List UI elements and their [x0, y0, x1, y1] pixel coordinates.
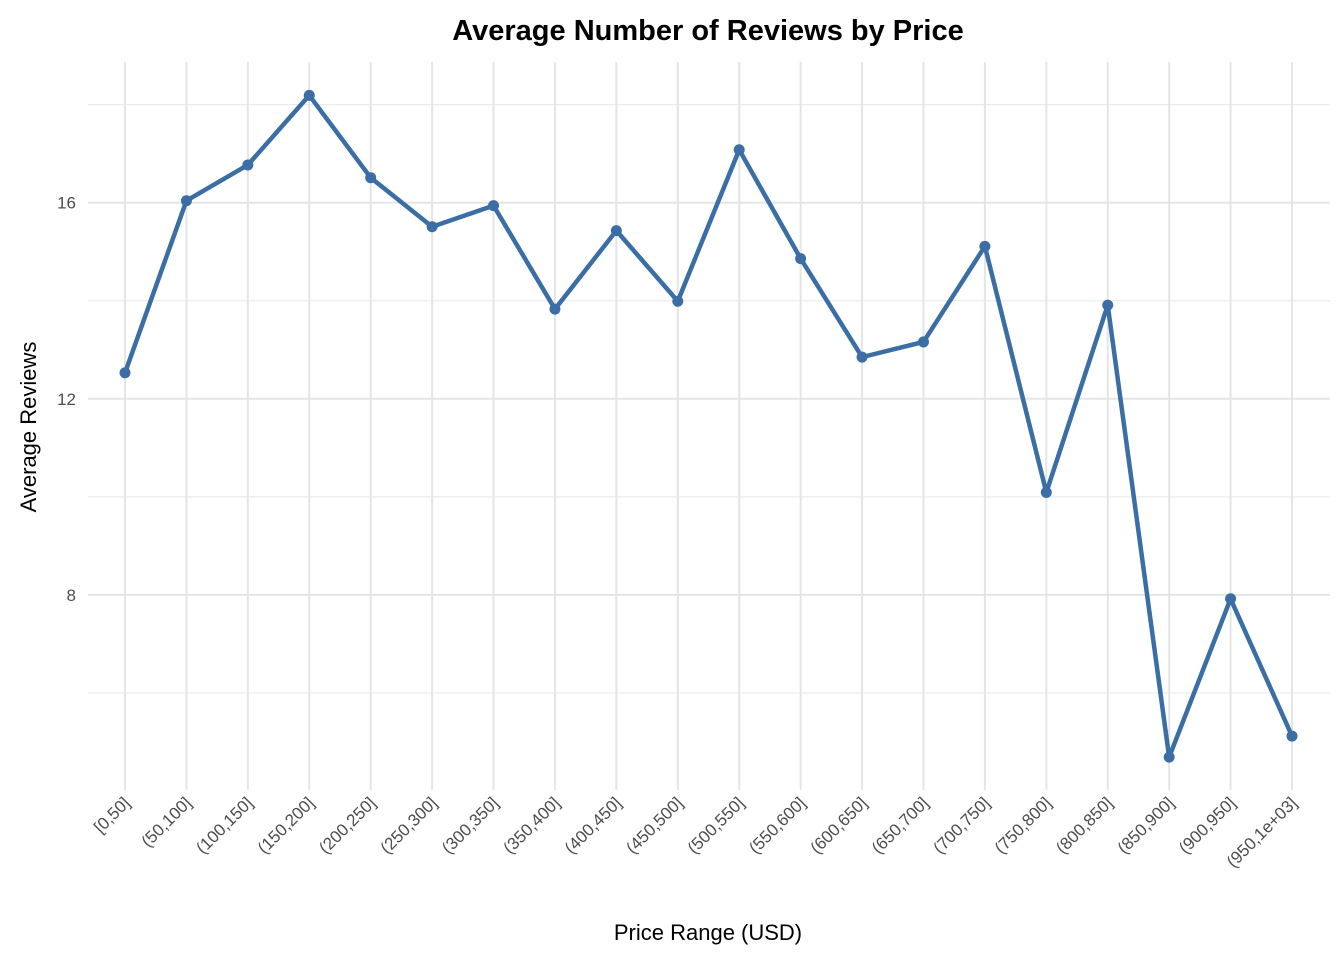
y-tick-label: 16 [57, 194, 76, 213]
x-tick-label: (750,800] [991, 793, 1055, 857]
point [242, 159, 254, 171]
y-tick-label: 8 [67, 586, 76, 605]
point [1286, 730, 1298, 742]
x-axis-title: Price Range (USD) [614, 920, 802, 945]
point [488, 200, 500, 212]
x-tick-label: (150,200] [254, 793, 318, 857]
x-tick-label: (800,850] [1052, 793, 1116, 857]
point [856, 351, 868, 363]
x-tick-label: (100,150] [192, 793, 256, 857]
x-tick-label: (550,600] [745, 793, 809, 857]
point [1163, 751, 1175, 763]
x-tick-label: (900,950] [1175, 793, 1239, 857]
point [180, 195, 192, 207]
x-tick-label: (700,750] [929, 793, 993, 857]
x-tick-label: (50,100] [138, 793, 196, 851]
x-tick-label: (300,350] [438, 793, 502, 857]
point [119, 367, 131, 379]
point [917, 336, 929, 348]
point [426, 221, 438, 233]
line [122, 93, 1295, 760]
y-axis-title: Average Reviews [16, 342, 41, 513]
point [795, 253, 807, 265]
x-tick-label: (500,550] [684, 793, 748, 857]
point [303, 89, 315, 101]
x-tick-label: (600,650] [807, 793, 871, 857]
x-tick-label: (350,400] [500, 793, 564, 857]
x-tick-label: [0,50] [90, 793, 134, 837]
x-tick-label: (450,500] [622, 793, 686, 857]
point [610, 225, 622, 237]
point [549, 303, 561, 315]
x-tick-label: (250,300] [377, 793, 441, 857]
point [672, 295, 684, 307]
point [733, 144, 745, 156]
point [1040, 486, 1052, 498]
x-tick-label: (650,700] [868, 793, 932, 857]
x-tick-label: (400,450] [561, 793, 625, 857]
point [365, 172, 377, 184]
point [979, 240, 991, 252]
y-tick-label: 12 [57, 390, 76, 409]
point [1225, 593, 1237, 605]
x-tick-label: (200,250] [315, 793, 379, 857]
chart-title: Average Number of Reviews by Price [452, 15, 963, 47]
x-tick-label: (850,900] [1114, 793, 1178, 857]
point [1102, 299, 1114, 311]
